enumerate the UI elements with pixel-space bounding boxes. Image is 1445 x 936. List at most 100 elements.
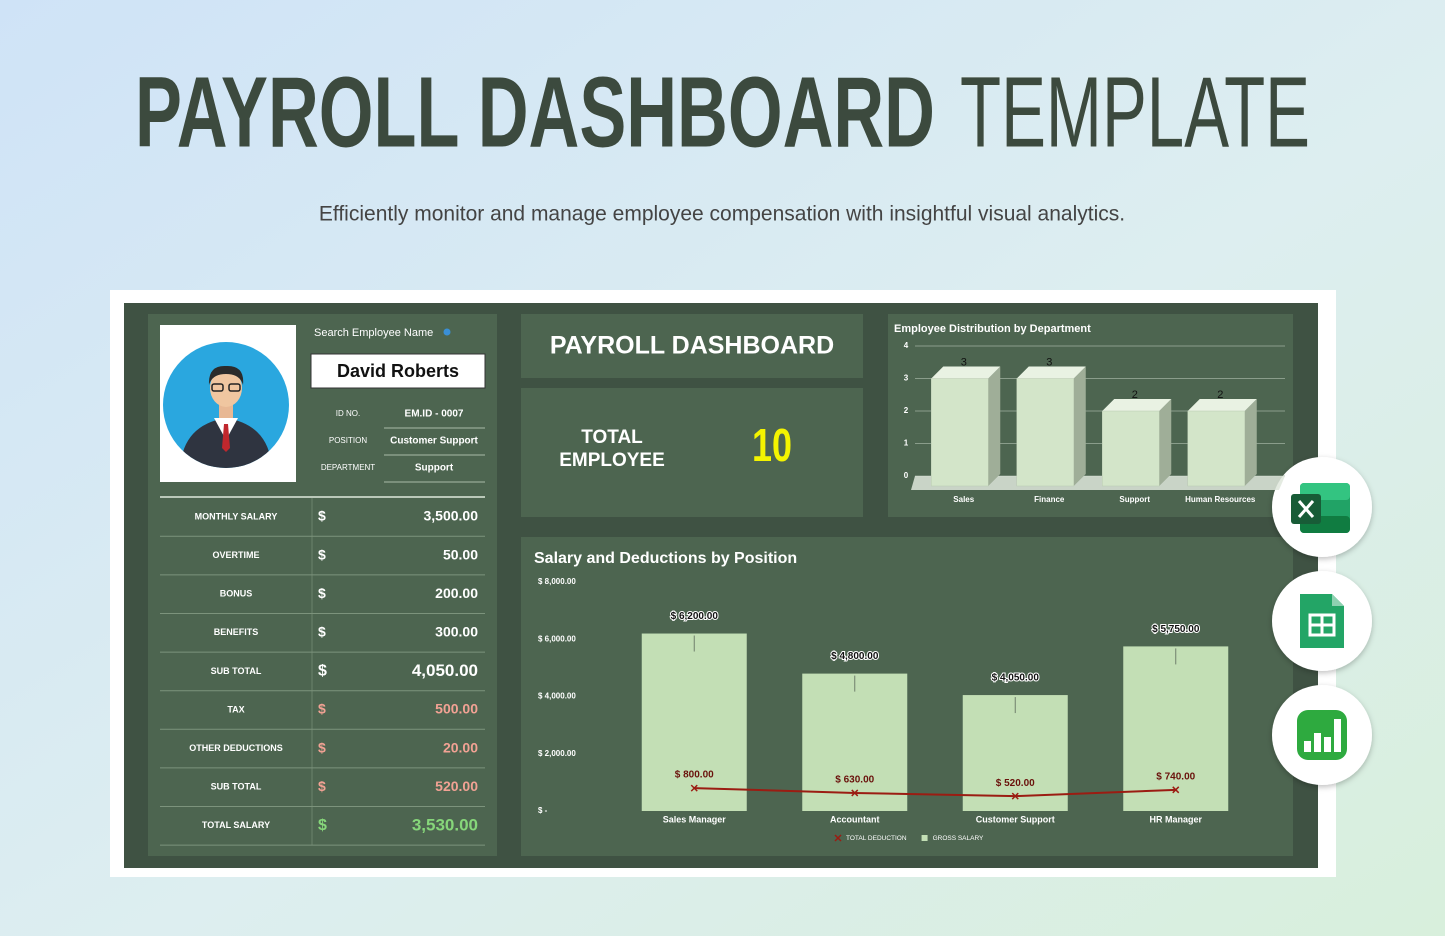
line-marker [851,789,859,797]
x-tick-label: Sales [953,495,974,504]
chart-title: Employee Distribution by Department [894,323,1091,335]
bar-top [931,366,1001,379]
numbers-icon [1272,685,1372,785]
row-amount: 20.00 [443,739,478,755]
data-label: $ 4,800.00 [831,651,879,662]
bar [1102,410,1160,487]
field-label: POSITION [329,436,367,445]
bar-side [1073,366,1086,486]
row-label: OTHER DEDUCTIONS [189,743,283,753]
x-tick-label: HR Manager [1149,814,1202,824]
employee-name: David Roberts [337,361,459,381]
total-value: 10 [752,419,792,471]
data-label: $ 800.00 [675,770,714,781]
excel-icon [1272,457,1372,557]
row-currency: $ [318,817,327,834]
x-tick-label: Accountant [830,814,880,824]
line-marker [1172,786,1180,794]
data-label: 2 [1132,389,1138,401]
field-value: Customer Support [390,436,478,447]
y-tick-label: $ 2,000.00 [538,749,576,758]
data-label: $ 520.00 [996,778,1035,789]
bar [802,673,908,811]
bar [1016,378,1074,487]
y-tick-label: 1 [904,439,909,448]
x-tick-label: Human Resources [1185,495,1256,504]
data-label: $ 6,200.00 [671,611,719,622]
bar [1187,410,1245,487]
row-amount: 50.00 [443,546,478,562]
bar [931,378,989,487]
bar [962,695,1068,811]
title-bold: PAYROLL DASHBOARD [135,56,935,168]
total-label: TOTAL EMPLOYEE [559,427,665,471]
row-label: TAX [227,704,244,714]
row-currency: $ [318,508,326,524]
y-tick-label: 2 [904,406,909,415]
total-panel [521,388,863,517]
legend-swatch [834,834,842,842]
x-tick-label: Support [1119,495,1150,504]
row-amount: 200.00 [435,585,478,601]
field-value: Support [415,463,454,474]
data-label: $ 5,750.00 [1152,624,1200,635]
bar-side [1159,399,1172,486]
x-tick-label: Finance [1034,495,1065,504]
row-currency: $ [318,546,326,562]
y-tick-label: $ 4,000.00 [538,692,576,701]
y-tick-label: 3 [904,374,909,383]
row-label: TOTAL SALARY [202,820,270,830]
sheets-icon [1272,571,1372,671]
y-tick-label: 0 [904,471,909,480]
bar-top [1187,399,1257,411]
data-label: $ 630.00 [835,775,874,786]
data-label: $ 4,050.00 [992,673,1040,684]
field-label: DEPARTMENT [321,463,375,472]
search-icon [443,328,451,336]
name-box[interactable] [310,353,486,389]
row-amount: 520.00 [435,778,478,794]
bar-side [988,366,1001,486]
legend-swatch [921,835,928,841]
row-amount: 3,530.00 [412,815,478,834]
legend-label: TOTAL DEDUCTION [846,835,907,842]
row-label: BENEFITS [214,627,259,637]
row-currency: $ [318,624,326,640]
y-tick-label: $ 8,000.00 [538,577,576,586]
bar [1123,646,1229,811]
row-amount: 500.00 [435,701,478,717]
row-currency: $ [318,663,327,680]
field-value: EM.ID - 0007 [405,409,464,420]
row-currency: $ [318,585,326,601]
x-tick-label: Customer Support [976,814,1055,824]
legend-label: GROSS SALARY [933,835,984,842]
row-currency: $ [318,778,326,794]
field-label: ID NO. [336,409,360,418]
row-label: SUB TOTAL [211,666,262,676]
data-label: 2 [1217,389,1223,401]
row-label: MONTHLY SALARY [195,511,278,521]
row-amount: 300.00 [435,624,478,640]
y-tick-label: $ 6,000.00 [538,634,576,643]
line-marker [1011,792,1019,800]
y-tick-label: 4 [904,341,909,350]
data-label: 3 [1046,356,1052,368]
bar-top [1102,399,1172,411]
row-label: OVERTIME [212,550,259,560]
line-marker [690,784,698,792]
chart-title: Salary and Deductions by Position [534,550,797,567]
x-tick-label: Sales Manager [663,814,727,824]
title-panel [521,314,863,378]
avatar-person [180,365,272,468]
bar-side [1244,399,1257,486]
data-label: 3 [961,356,967,368]
data-label: $ 740.00 [1156,771,1195,782]
bar [641,633,747,811]
line [694,787,1176,798]
bar-top [1016,366,1086,379]
subtitle: Efficiently monitor and manage employee … [319,203,1125,226]
row-label: SUB TOTAL [211,782,262,792]
y-tick-label: $ - [538,806,548,815]
